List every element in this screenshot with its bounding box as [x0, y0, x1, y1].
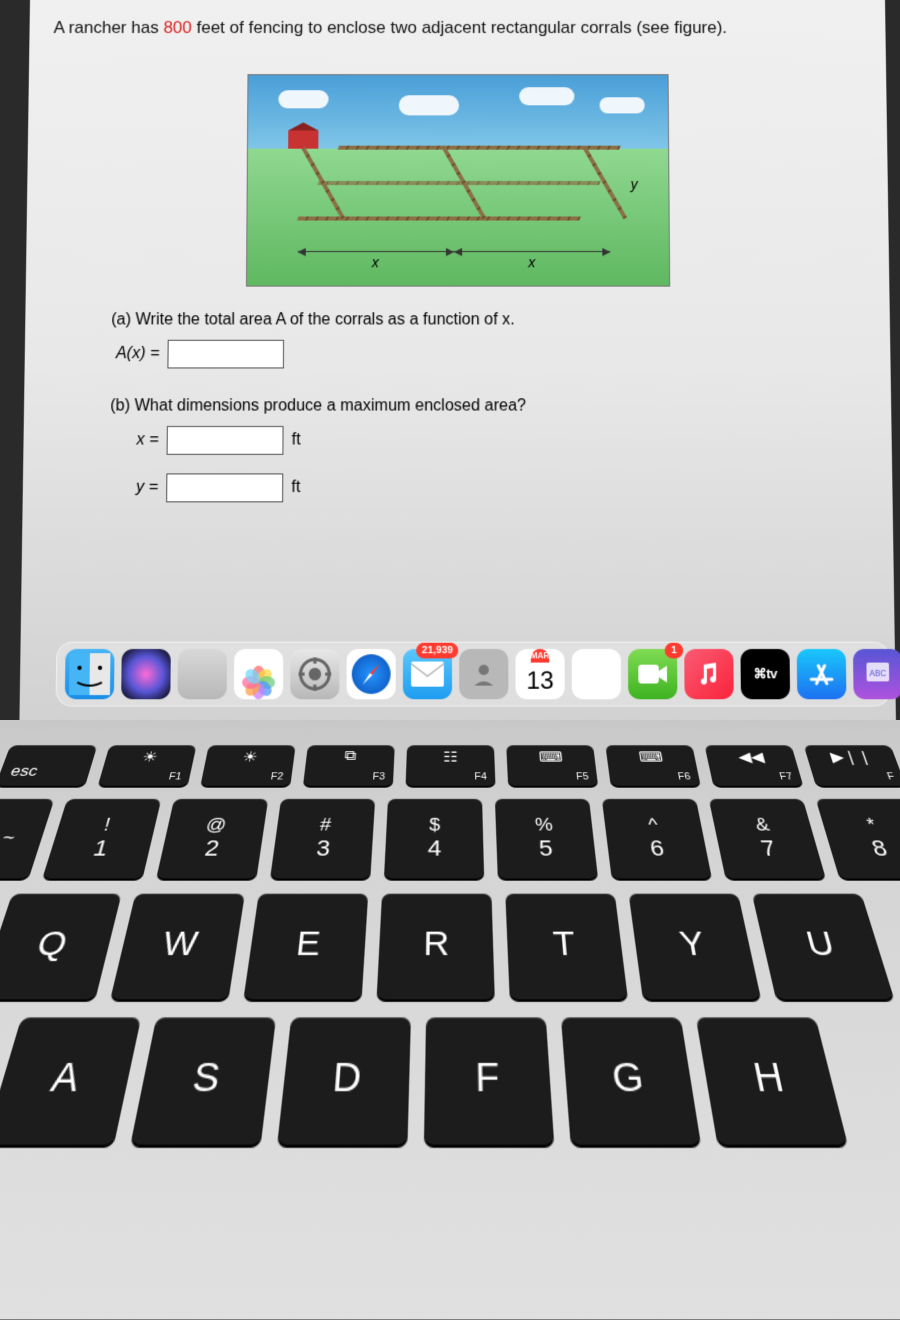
a-label: A(x) =	[111, 345, 160, 363]
letter-key[interactable]: E	[243, 894, 368, 1000]
letter-key[interactable]: D	[277, 1017, 411, 1144]
svg-text:ABC: ABC	[869, 669, 886, 678]
safari-icon[interactable]	[347, 649, 396, 699]
letter-key[interactable]: R	[377, 894, 495, 1000]
letter-key[interactable]: W	[110, 894, 245, 1000]
cloud	[519, 87, 574, 105]
settings-icon[interactable]	[290, 649, 339, 699]
mail-icon[interactable]: 21,939	[403, 649, 452, 699]
part-a-text: (a) Write the total area A of the corral…	[111, 311, 890, 329]
function-key[interactable]: ◀◀F7	[704, 745, 803, 786]
number-key[interactable]: *8	[816, 799, 900, 879]
number-key[interactable]: ^6	[602, 799, 712, 879]
facetime-badge: 1	[665, 643, 684, 659]
area-input[interactable]	[167, 340, 284, 369]
reminders-icon[interactable]	[572, 649, 621, 699]
letter-key[interactable]: Q	[0, 894, 122, 1000]
number-key[interactable]: %5	[495, 799, 598, 879]
problem-suffix: feet of fencing to enclose two adjacent …	[192, 18, 728, 37]
x-input[interactable]	[167, 426, 284, 455]
function-key[interactable]: ⧉F3	[303, 745, 395, 786]
function-key[interactable]: ☀F2	[200, 745, 295, 786]
siri-icon[interactable]	[121, 649, 171, 699]
fence-drawing	[297, 146, 620, 237]
dimension-x-line: x x	[297, 253, 610, 267]
finder-icon[interactable]	[65, 649, 115, 699]
problem-highlight: 800	[163, 18, 192, 37]
laptop-keyboard: esc ☀F1☀F2⧉F3 ☷F4⌨F5⌨F6◀◀F7▶❘❘F ~ !1@2#3$…	[0, 720, 900, 1320]
function-row: esc ☀F1☀F2⧉F3 ☷F4⌨F5⌨F6◀◀F7▶❘❘F	[0, 745, 900, 799]
y-label: y =	[109, 479, 158, 498]
letter-key[interactable]: S	[130, 1017, 276, 1144]
function-key[interactable]: ☀F1	[98, 745, 197, 786]
photos-icon[interactable]	[234, 649, 283, 699]
letter-key[interactable]: H	[696, 1017, 848, 1144]
dim-x-1: x	[372, 254, 379, 270]
asdf-row: ASDFGH	[0, 1017, 900, 1166]
number-row: ~ !1@2#3$4%5^6&7*8	[0, 799, 900, 894]
calendar-month: MAR	[531, 649, 550, 663]
y-unit: ft	[291, 479, 300, 498]
number-key[interactable]: #3	[270, 799, 375, 879]
y-row: y = ft	[109, 473, 893, 502]
x-row: x = ft	[110, 426, 892, 455]
part-b-text: (b) What dimensions produce a maximum en…	[110, 397, 891, 416]
extra-app-icon[interactable]: ABC	[853, 649, 900, 699]
launchpad-icon[interactable]	[178, 649, 228, 699]
cloud	[599, 97, 644, 113]
number-key[interactable]: !1	[42, 799, 161, 879]
music-icon[interactable]	[684, 649, 734, 699]
cloud	[278, 90, 328, 108]
esc-key[interactable]: esc	[0, 745, 97, 786]
number-key[interactable]: $4	[384, 799, 484, 879]
function-key[interactable]: ⌨F5	[506, 745, 598, 786]
appstore-icon[interactable]	[797, 649, 847, 699]
cloud	[398, 95, 458, 115]
problem-prefix: A rancher has	[53, 18, 163, 37]
part-a-row: A(x) =	[111, 340, 891, 369]
dimension-y: y	[631, 176, 638, 192]
facetime-icon[interactable]: 1	[628, 649, 677, 699]
number-key[interactable]: &7	[709, 799, 826, 879]
calendar-day: 13	[526, 663, 553, 700]
contacts-icon[interactable]	[459, 649, 508, 699]
macos-dock: 21,939 MAR 13 1 ⌘tv ABC	[56, 642, 891, 707]
function-key[interactable]: ☷F4	[406, 745, 496, 786]
tv-icon[interactable]: ⌘tv	[740, 649, 790, 699]
dim-x-2: x	[528, 254, 535, 270]
mail-badge: 21,939	[417, 643, 459, 659]
letter-key[interactable]: Y	[629, 894, 762, 1000]
letter-key[interactable]: T	[505, 894, 628, 1000]
corral-figure: y x x	[245, 74, 669, 287]
letter-key[interactable]: F	[424, 1017, 554, 1144]
letter-key[interactable]: A	[0, 1017, 141, 1144]
letter-key[interactable]: U	[752, 894, 894, 1000]
calendar-icon[interactable]: MAR 13	[515, 649, 564, 699]
number-key[interactable]: @2	[156, 799, 268, 879]
function-key[interactable]: ⌨F6	[605, 745, 700, 786]
tv-label: ⌘tv	[753, 666, 777, 683]
y-input[interactable]	[166, 473, 283, 502]
x-label: x =	[110, 431, 159, 450]
qwerty-row: QWERTYU	[0, 894, 900, 1018]
laptop-screen: A rancher has 800 feet of fencing to enc…	[0, 0, 900, 738]
problem-text: A rancher has 800 feet of fencing to enc…	[29, 0, 886, 56]
function-key[interactable]: ▶❘❘F	[804, 745, 900, 786]
letter-key[interactable]: G	[561, 1017, 701, 1144]
x-unit: ft	[292, 431, 301, 450]
